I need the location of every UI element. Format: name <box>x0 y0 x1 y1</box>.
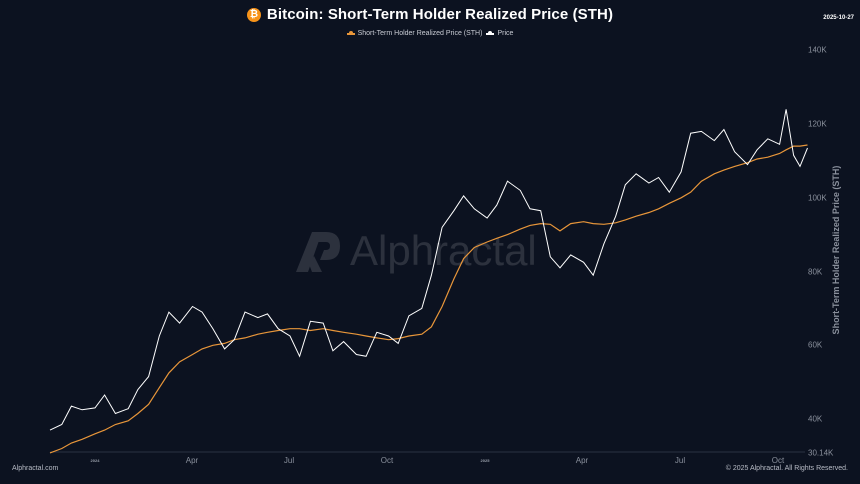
price-swatch-icon <box>486 31 495 35</box>
y-tick-label: 40K <box>808 414 823 424</box>
chart-title-row: ₿ Bitcoin: Short-Term Holder Realized Pr… <box>0 6 860 23</box>
y-tick-label: 120K <box>808 119 827 129</box>
sth-swatch-icon <box>346 31 355 35</box>
chart-date: 2025-10-27 <box>823 15 854 21</box>
y-tick-label: 140K <box>808 45 827 55</box>
x-tick-label: 2024 <box>90 458 100 463</box>
x-tick-label: Oct <box>380 456 394 465</box>
legend-item-price[interactable]: Price <box>486 30 513 37</box>
legend-label-sth: Short-Term Holder Realized Price (STH) <box>357 30 483 37</box>
x-tick-label: Oct <box>771 456 785 465</box>
x-tick-label: Jul <box>283 456 295 465</box>
legend: Short-Term Holder Realized Price (STH) P… <box>0 30 860 37</box>
y-tick-label: 100K <box>808 193 827 203</box>
price-line <box>49 109 808 431</box>
sth-line <box>49 144 808 454</box>
footer-copyright: © 2025 Alphractal. All Rights Reserved. <box>725 465 848 472</box>
bitcoin-icon: ₿ <box>246 7 261 22</box>
footer-site: Alphractal.com <box>12 465 59 472</box>
legend-label-price: Price <box>497 30 514 37</box>
y-axis-title: Short-Term Holder Realized Price (STH) <box>831 165 841 335</box>
x-tick-label: Apr <box>185 456 199 465</box>
x-tick-label: Jul <box>674 456 686 465</box>
y-tick-label: 60K <box>808 340 823 350</box>
x-tick-label: Apr <box>575 456 589 465</box>
x-tick-label: 2025 <box>480 458 490 463</box>
chart-title: Bitcoin: Short-Term Holder Realized Pric… <box>266 6 614 23</box>
y-tick-label: 80K <box>808 267 823 276</box>
alphractal-logo-icon <box>296 232 340 272</box>
legend-item-sth[interactable]: Short-Term Holder Realized Price (STH) <box>346 30 483 37</box>
y-tick-label: 30.14K <box>808 448 834 458</box>
